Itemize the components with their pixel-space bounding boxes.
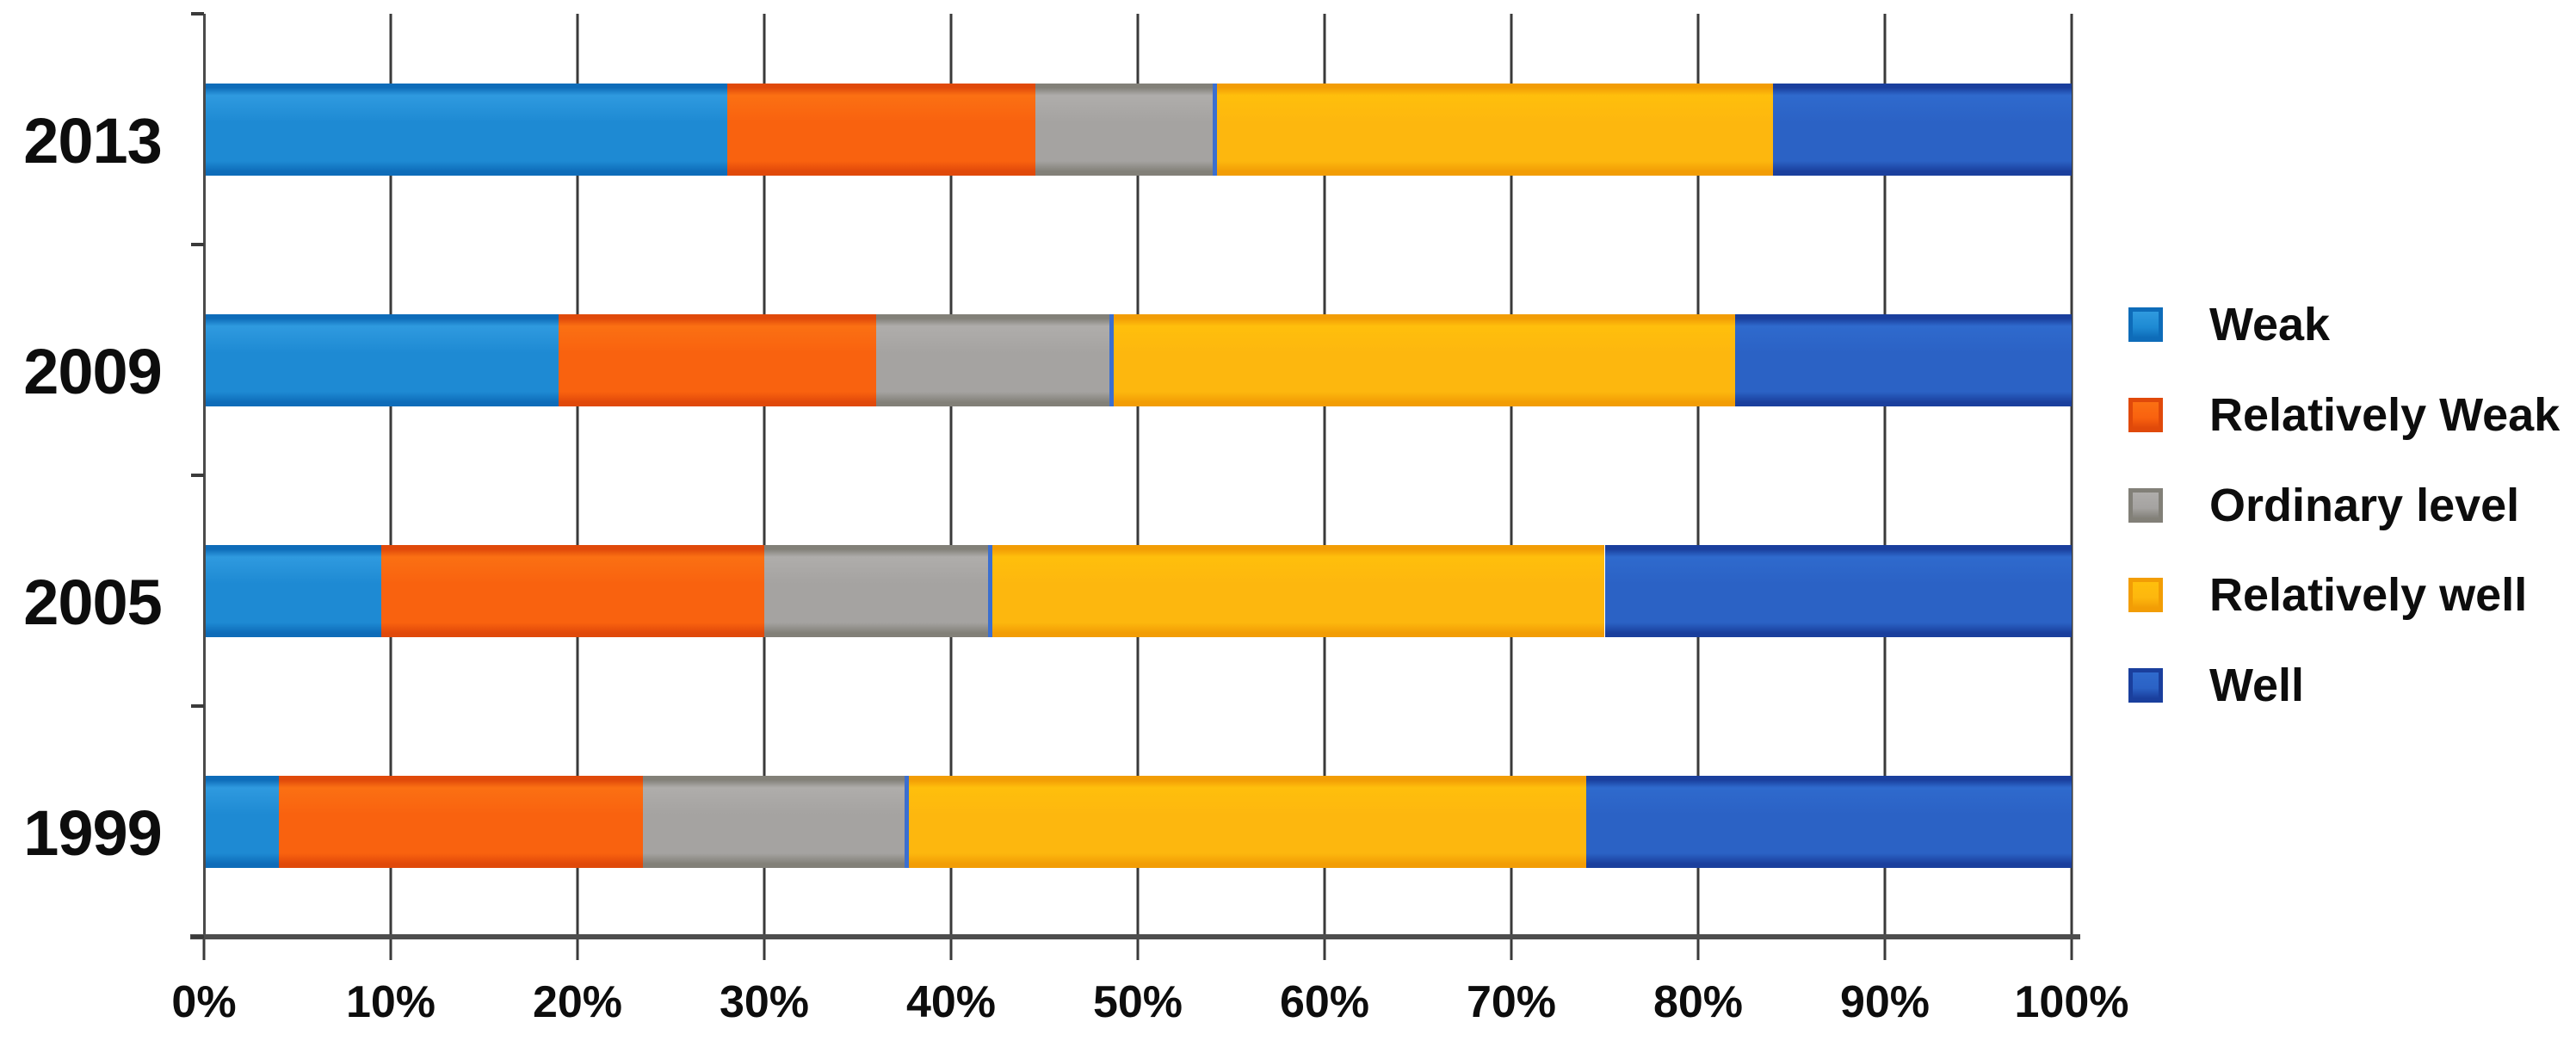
y-axis-line <box>203 14 206 937</box>
bar-segment-2013-weak <box>204 84 727 176</box>
bar-segment-2009-ordinary-level <box>876 314 1110 406</box>
x-axis-tick-100 <box>2070 939 2073 960</box>
bar-segment-1999-weak <box>204 776 279 868</box>
bar-segment-2009-relatively-weak <box>559 314 877 406</box>
y-axis-tick-2 <box>191 474 204 477</box>
legend-swatch-ordinary-level-icon <box>2128 487 2163 523</box>
legend-swatch-relatively-weak-icon <box>2128 397 2163 432</box>
bar-segment-2005-relatively-well <box>988 545 1605 637</box>
gridline-10 <box>389 14 392 937</box>
x-axis-tick-0 <box>202 939 206 960</box>
bar-row-1999 <box>204 776 2072 868</box>
bar-segment-2005-relatively-weak <box>381 545 764 637</box>
gridline-20 <box>576 14 579 937</box>
bar-segment-2013-ordinary-level <box>1035 84 1213 176</box>
x-tick-label-40: 40% <box>905 977 997 1027</box>
bar-row-2009 <box>204 314 2072 406</box>
legend-item-ordinary-level: Ordinary level <box>2119 461 2519 550</box>
x-tick-label-0: 0% <box>171 977 237 1027</box>
legend-swatch-well-icon <box>2128 668 2163 703</box>
category-label-2009: 2009 <box>23 336 163 407</box>
legend-item-weak: Weak <box>2119 280 2330 369</box>
x-tick-label-50: 50% <box>1092 977 1183 1027</box>
gridline-60 <box>1323 14 1326 937</box>
x-axis-tick-50 <box>1136 939 1140 960</box>
bar-segment-1999-relatively-well <box>904 776 1586 868</box>
category-label-1999: 1999 <box>23 797 163 869</box>
x-tick-label-10: 10% <box>345 977 436 1027</box>
x-axis-line <box>190 934 2080 939</box>
bar-segment-2005-ordinary-level <box>764 545 989 637</box>
gridline-90 <box>1883 14 1887 937</box>
x-tick-label-100: 100% <box>2014 977 2129 1027</box>
bar-segment-2005-well <box>1604 545 2072 637</box>
bar-segment-1999-relatively-weak <box>278 776 643 868</box>
legend-label-weak: Weak <box>2209 299 2331 350</box>
x-axis-tick-10 <box>389 939 392 960</box>
gridline-80 <box>1696 14 1700 937</box>
x-axis-tick-90 <box>1883 939 1887 960</box>
legend-item-relatively-weak: Relatively Weak <box>2119 370 2560 460</box>
bar-segment-1999-ordinary-level <box>642 776 905 868</box>
gridline-40 <box>949 14 953 937</box>
bar-segment-2013-relatively-well <box>1212 84 1773 176</box>
bar-segment-2005-weak <box>204 545 382 637</box>
legend-label-relatively-well: Relatively well <box>2209 569 2528 622</box>
x-tick-label-90: 90% <box>1839 977 1930 1027</box>
plot-area <box>204 14 2073 937</box>
bar-segment-2009-weak <box>204 314 559 406</box>
bar-row-2013 <box>204 84 2072 176</box>
y-axis-tick-4 <box>191 935 204 939</box>
legend-item-relatively-well: Relatively well <box>2119 550 2527 640</box>
category-label-2013: 2013 <box>23 105 163 177</box>
x-axis-tick-80 <box>1696 939 1700 960</box>
x-tick-label-80: 80% <box>1652 977 1744 1027</box>
x-axis-tick-20 <box>576 939 579 960</box>
gridline-100 <box>2070 14 2073 937</box>
x-axis-tick-40 <box>949 939 953 960</box>
x-tick-label-60: 60% <box>1279 977 1370 1027</box>
x-tick-label-30: 30% <box>719 977 810 1027</box>
y-axis-tick-0 <box>191 12 204 15</box>
bar-segment-2009-relatively-well <box>1109 314 1736 406</box>
legend-swatch-relatively-well-icon <box>2128 578 2163 613</box>
legend-swatch-weak-icon <box>2128 307 2163 342</box>
bar-segment-2013-well <box>1772 84 2072 176</box>
y-axis-tick-3 <box>191 704 204 708</box>
x-tick-label-70: 70% <box>1466 977 1557 1027</box>
y-axis-tick-1 <box>191 243 204 246</box>
legend-item-well: Well <box>2119 641 2304 730</box>
gridline-70 <box>1510 14 1513 937</box>
x-axis-tick-70 <box>1510 939 1513 960</box>
bar-segment-2009-well <box>1735 314 2072 406</box>
category-label-2005: 2005 <box>23 567 163 638</box>
gridline-30 <box>763 14 766 937</box>
bar-row-2005 <box>204 545 2072 637</box>
x-axis-tick-30 <box>763 939 766 960</box>
legend-label-well: Well <box>2209 660 2305 712</box>
bar-segment-2013-relatively-weak <box>726 84 1035 176</box>
legend-label-ordinary-level: Ordinary level <box>2209 479 2520 531</box>
x-axis-tick-60 <box>1323 939 1326 960</box>
x-tick-label-20: 20% <box>532 977 623 1027</box>
legend-label-relatively-weak: Relatively Weak <box>2209 388 2561 441</box>
gridline-50 <box>1136 14 1140 937</box>
bar-segment-1999-well <box>1585 776 2072 868</box>
